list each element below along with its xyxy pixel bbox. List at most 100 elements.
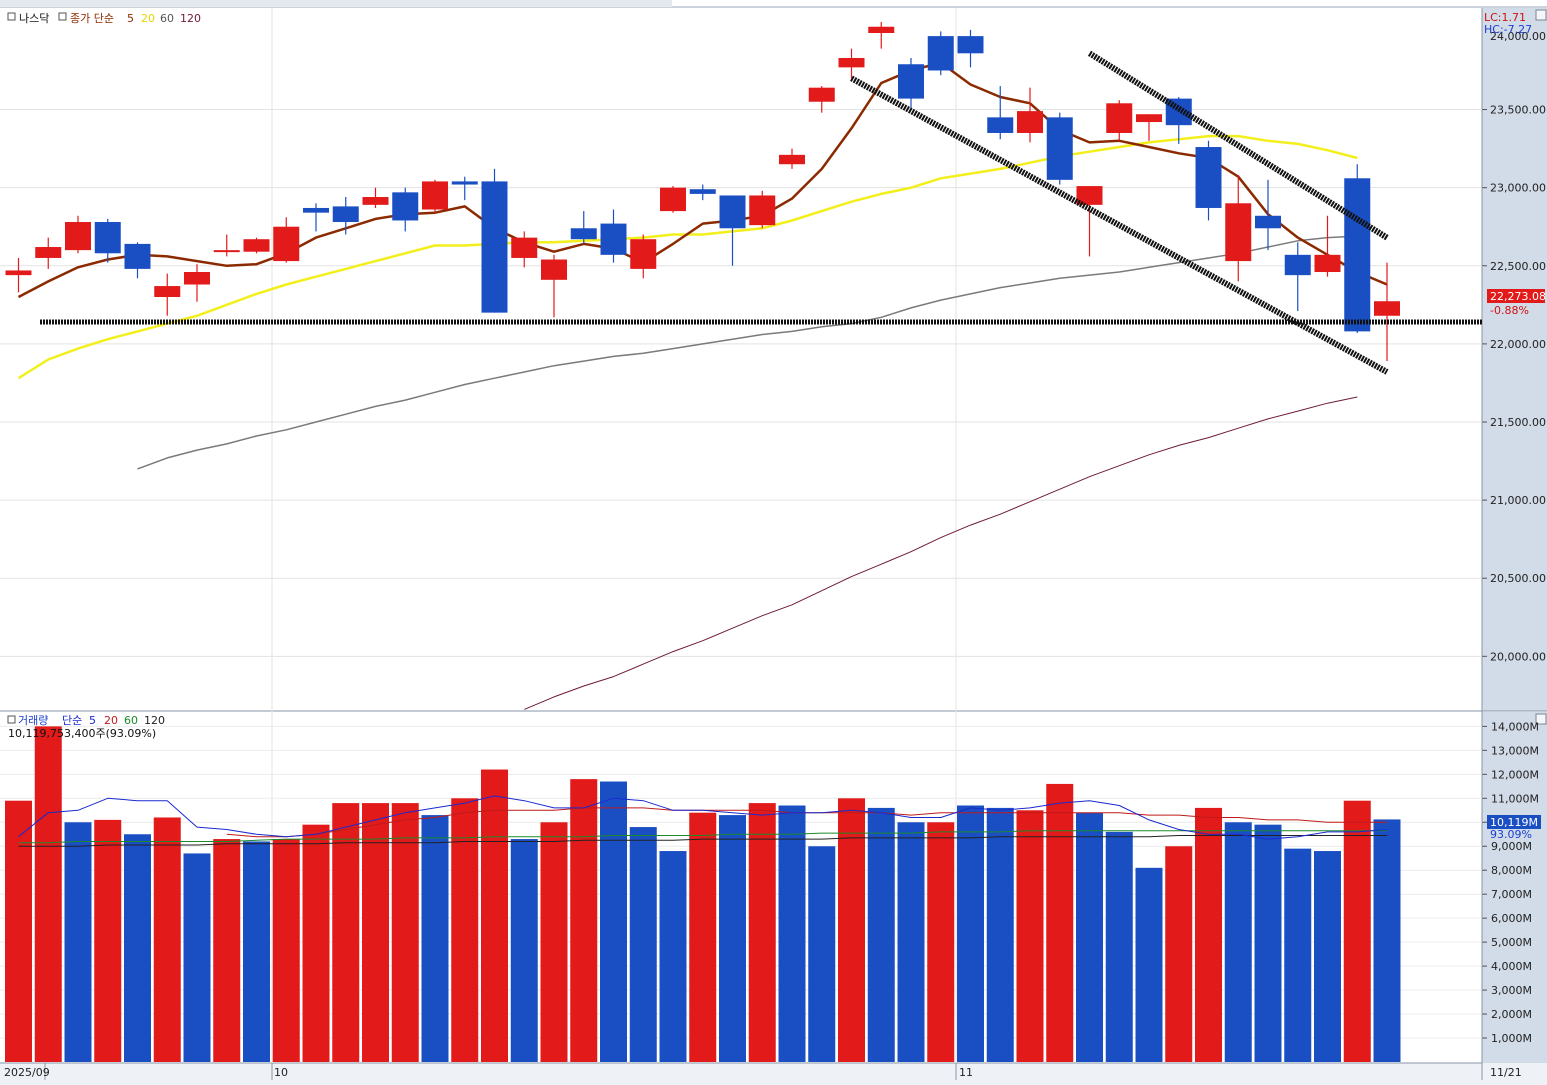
candle-body bbox=[779, 154, 805, 165]
volume-bar bbox=[659, 851, 687, 1062]
volume-tick-label: 14,000M bbox=[1491, 720, 1539, 733]
hc-label: HC:-7.27 bbox=[1484, 23, 1532, 36]
ma5-line bbox=[17, 61, 1388, 299]
volume-bar bbox=[243, 841, 270, 1062]
volume-tick-label: 8,000M bbox=[1491, 864, 1532, 877]
candle-body bbox=[451, 181, 478, 185]
candle-body bbox=[1225, 203, 1252, 262]
candle-body bbox=[243, 239, 270, 252]
candle bbox=[481, 168, 508, 313]
candle-body bbox=[719, 195, 746, 229]
candle bbox=[184, 264, 210, 302]
volume-bar bbox=[719, 815, 746, 1062]
date-axis bbox=[0, 1063, 1547, 1085]
volume-bar bbox=[1076, 812, 1103, 1062]
candle bbox=[689, 184, 716, 201]
volume-bar bbox=[1046, 783, 1074, 1062]
volume-bar bbox=[510, 839, 538, 1062]
volume-bar bbox=[1105, 831, 1133, 1062]
volume-bar bbox=[838, 798, 865, 1062]
candle bbox=[1284, 242, 1311, 312]
volume-bar bbox=[570, 779, 598, 1062]
volume-bar bbox=[600, 781, 627, 1062]
candle bbox=[1136, 114, 1162, 141]
candle-body bbox=[1017, 111, 1043, 133]
volume-bar bbox=[1135, 867, 1163, 1062]
volume-bar bbox=[689, 812, 717, 1062]
current-change-value: -0.88% bbox=[1490, 304, 1529, 317]
volume-bar bbox=[1284, 848, 1312, 1062]
candle-body bbox=[868, 26, 895, 33]
legend-toggle-icon[interactable] bbox=[58, 12, 67, 21]
candle-body bbox=[1255, 215, 1281, 229]
candle bbox=[1314, 215, 1341, 277]
current-price-value: 22,273.08 bbox=[1490, 290, 1546, 303]
volume-bar bbox=[332, 803, 360, 1062]
candle-body bbox=[5, 270, 32, 276]
volume-tick-label: 13,000M bbox=[1491, 744, 1539, 757]
candle-body bbox=[154, 286, 181, 298]
candle bbox=[94, 218, 121, 263]
ma120-line bbox=[524, 396, 1358, 710]
volume-tick-label: 7,000M bbox=[1491, 888, 1532, 901]
volume-tick-label: 9,000M bbox=[1491, 840, 1532, 853]
volume-axis bbox=[1482, 712, 1547, 1063]
candlesticks bbox=[5, 22, 1400, 362]
candle bbox=[927, 31, 954, 76]
candle bbox=[1225, 175, 1252, 282]
candle-body bbox=[987, 117, 1014, 133]
trendlines bbox=[40, 50, 1482, 375]
price-tick-label: 21,500.00 bbox=[1490, 416, 1546, 429]
candle bbox=[124, 242, 151, 279]
current-volume-pct: 93.09% bbox=[1490, 828, 1532, 841]
volume-bar bbox=[1016, 810, 1044, 1062]
volume-panel-scroll-handle[interactable] bbox=[1535, 713, 1547, 725]
volume-bar bbox=[5, 800, 32, 1062]
candle bbox=[1076, 186, 1103, 257]
volume-bar bbox=[183, 853, 211, 1062]
volume-bar bbox=[778, 805, 806, 1062]
price-tick-label: 21,000.00 bbox=[1490, 494, 1546, 507]
volume-bar bbox=[957, 805, 984, 1062]
candle bbox=[303, 203, 329, 232]
price-tick-label: 23,500.00 bbox=[1490, 104, 1546, 117]
candle bbox=[392, 187, 419, 232]
candle bbox=[600, 209, 627, 263]
volume-tick-label: 2,000M bbox=[1491, 1008, 1532, 1021]
candle-body bbox=[422, 181, 448, 210]
channel-upper-line[interactable] bbox=[1087, 50, 1389, 241]
price-tick-label: 23,000.00 bbox=[1490, 182, 1546, 195]
volume-indicator-label: 단순 bbox=[62, 714, 82, 727]
candle-body bbox=[213, 250, 240, 253]
symbol-label: 나스닥 bbox=[19, 12, 49, 25]
candle bbox=[898, 57, 924, 108]
volume-tick-label: 4,000M bbox=[1491, 960, 1532, 973]
volume-ma60-line bbox=[18, 830, 1387, 844]
date-label-nov: 11 bbox=[959, 1066, 973, 1079]
candle bbox=[630, 234, 657, 279]
volume-bar bbox=[34, 726, 62, 1062]
vol-ma-period-5: 5 bbox=[89, 714, 96, 727]
top-tick-partial: 24,000.00 bbox=[1490, 30, 1546, 43]
legend-toggle-icon[interactable] bbox=[7, 715, 16, 724]
candle bbox=[362, 187, 389, 208]
volume-tick-label: 11,000M bbox=[1491, 792, 1539, 805]
candle bbox=[1017, 87, 1043, 143]
price-panel-scroll-handle[interactable] bbox=[1535, 9, 1547, 21]
ma60-line bbox=[137, 235, 1358, 470]
channel-lower-line[interactable] bbox=[850, 75, 1389, 375]
legend-toggle-icon[interactable] bbox=[7, 12, 16, 21]
candle bbox=[1106, 100, 1133, 141]
volume-bar bbox=[540, 822, 568, 1062]
volume-legend bbox=[7, 715, 16, 724]
volume-bar bbox=[629, 827, 657, 1062]
candle-body bbox=[749, 195, 776, 226]
candle bbox=[273, 217, 300, 263]
moving-average-lines bbox=[17, 61, 1388, 710]
candle-body bbox=[511, 237, 538, 258]
current-volume-tag bbox=[1487, 815, 1541, 829]
price-axis bbox=[1482, 8, 1547, 711]
candle bbox=[35, 237, 62, 269]
volume-tick-label: 3,000M bbox=[1491, 984, 1532, 997]
